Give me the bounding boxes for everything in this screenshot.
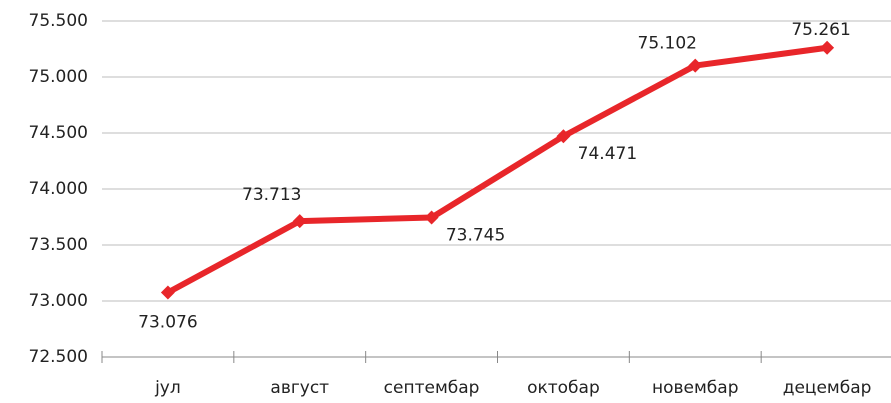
marker [556,129,571,144]
data-label: 74.471 [578,144,637,164]
data-label: 75.102 [638,34,697,54]
x-tick-label: новембар [652,378,739,398]
x-tick-label: децембар [783,378,872,398]
marker [292,214,307,229]
y-tick-label: 74.000 [29,179,88,199]
data-label: 73.713 [242,185,301,205]
y-tick-label: 73.000 [29,291,88,311]
x-tick-label: септембар [384,378,480,398]
line [166,44,828,296]
y-tick-label: 72.500 [29,347,88,367]
marker [160,285,175,300]
data-label: 75.261 [791,20,850,40]
data-label: 73.745 [446,226,505,246]
x-tick-label: август [270,378,329,398]
x-tick-label: октобар [527,378,600,398]
marker [688,58,703,73]
y-tick-label: 75.500 [29,11,88,31]
y-tick-label: 74.500 [29,123,88,143]
data-label: 73.076 [138,312,197,332]
marker [820,40,835,55]
y-tick-label: 75.000 [29,67,88,87]
y-tick-label: 73.500 [29,235,88,255]
marker [424,210,439,225]
x-tick-label: јул [154,378,181,398]
